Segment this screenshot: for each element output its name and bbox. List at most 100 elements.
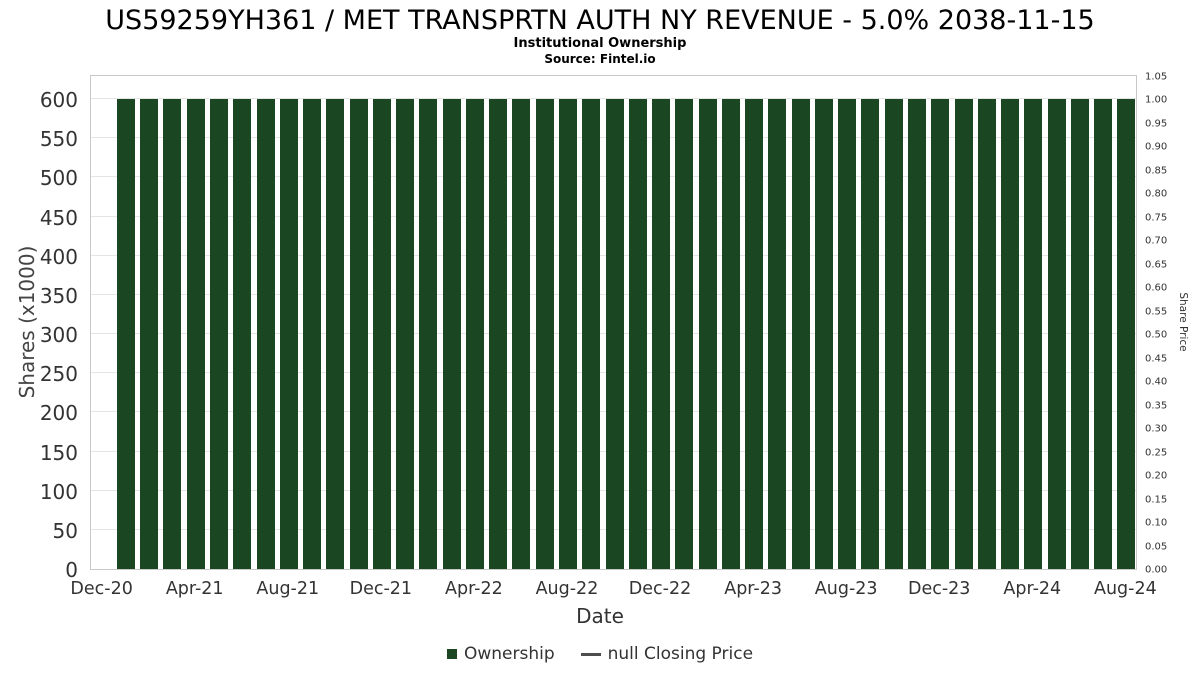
ownership-bar[interactable] — [745, 99, 764, 569]
y-axis-tick-right: 0.80 — [1145, 188, 1168, 200]
ownership-bar[interactable] — [326, 99, 345, 569]
ownership-bar[interactable] — [1094, 99, 1113, 569]
ownership-bar[interactable] — [465, 99, 484, 569]
x-axis-tick: Dec-22 — [628, 579, 692, 599]
ownership-bar[interactable] — [1047, 99, 1066, 569]
ownership-bar[interactable] — [372, 99, 391, 569]
y-axis-tick-right: 0.90 — [1145, 141, 1168, 153]
ownership-bar[interactable] — [931, 99, 950, 569]
y-axis-tick-left: 300 — [39, 323, 78, 347]
y-axis-tick-left: 100 — [39, 479, 78, 504]
legend-label-ownership: Ownership — [463, 644, 555, 664]
ownership-bar[interactable] — [209, 99, 228, 569]
ownership-bar[interactable] — [698, 99, 717, 569]
y-axis-tick-right: 0.40 — [1145, 376, 1168, 388]
x-axis-tick: Apr-22 — [445, 579, 503, 599]
chart-subtitle: Institutional Ownership — [513, 36, 687, 51]
ownership-bar[interactable] — [303, 99, 322, 569]
y-axis-tick-left: 250 — [39, 362, 78, 387]
ownership-bar[interactable] — [977, 99, 996, 569]
y-axis-tick-right: 0.25 — [1145, 447, 1168, 458]
ownership-bar[interactable] — [1070, 99, 1089, 569]
y-axis-tick-left: 0 — [65, 558, 78, 582]
gridline — [91, 98, 1136, 99]
closing-price-line-icon — [580, 652, 601, 656]
y-axis-tick-right: 0.95 — [1145, 118, 1168, 129]
y-axis-tick-right: 0.00 — [1145, 564, 1168, 576]
legend-item-ownership[interactable]: Ownership — [446, 644, 555, 664]
ownership-bar[interactable] — [1024, 99, 1043, 569]
plot-area — [90, 75, 1137, 570]
y-axis-tick-left: 150 — [39, 440, 78, 465]
ownership-bar[interactable] — [582, 99, 601, 569]
legend: Ownership null Closing Price — [0, 644, 1200, 664]
chart-source: Source: Fintel.io — [544, 52, 656, 66]
x-axis-tick: Aug-21 — [256, 579, 320, 599]
ownership-bar[interactable] — [489, 99, 508, 569]
ownership-bar[interactable] — [140, 99, 159, 569]
ownership-bar[interactable] — [884, 99, 903, 569]
y-axis-tick-right: 0.35 — [1145, 400, 1168, 411]
ownership-bar[interactable] — [814, 99, 833, 569]
y-axis-tick-right: 0.85 — [1145, 165, 1168, 176]
ownership-bar[interactable] — [838, 99, 857, 569]
ownership-bar[interactable] — [652, 99, 671, 569]
y-axis-tick-right: 0.05 — [1145, 541, 1168, 552]
y-axis-tick-left: 600 — [39, 88, 78, 112]
ownership-bar[interactable] — [861, 99, 880, 569]
x-axis-tick: Apr-21 — [165, 579, 224, 599]
legend-item-closing-price[interactable]: null Closing Price — [580, 644, 754, 664]
x-axis-tick: Dec-23 — [907, 579, 971, 599]
ownership-bar[interactable] — [1117, 99, 1136, 569]
x-axis-tick: Aug-24 — [1093, 579, 1157, 599]
y-axis-tick-right: 0.15 — [1145, 494, 1168, 505]
legend-label-closing-price: null Closing Price — [607, 644, 754, 664]
ownership-bar[interactable] — [628, 99, 647, 569]
x-axis-tick: Aug-22 — [535, 579, 599, 599]
ownership-bar[interactable] — [279, 99, 298, 569]
y-axis-tick-right: 0.75 — [1145, 212, 1168, 223]
y-axis-tick-left: 400 — [39, 244, 78, 269]
ownership-bar[interactable] — [349, 99, 368, 569]
y-axis-tick-left: 550 — [39, 127, 78, 152]
y-axis-tick-left: 500 — [39, 166, 78, 191]
x-axis-tick: Aug-23 — [814, 579, 878, 599]
ownership-bar[interactable] — [116, 99, 135, 569]
y-axis-tick-right: 0.60 — [1145, 282, 1168, 294]
y-axis-tick-left: 350 — [39, 283, 78, 308]
y-axis-tick-left: 200 — [39, 401, 78, 426]
ownership-bar[interactable] — [907, 99, 926, 569]
ownership-bar[interactable] — [233, 99, 252, 569]
ownership-bar[interactable] — [256, 99, 275, 569]
ownership-bar[interactable] — [675, 99, 694, 569]
y-axis-tick-right: 0.55 — [1145, 306, 1168, 317]
ownership-bar[interactable] — [605, 99, 624, 569]
y-axis-tick-right: 0.20 — [1145, 470, 1168, 482]
ownership-bar[interactable] — [768, 99, 787, 569]
y-axis-tick-right: 0.10 — [1145, 517, 1168, 529]
x-axis-tick: Dec-21 — [349, 579, 413, 599]
ownership-bar[interactable] — [1001, 99, 1020, 569]
ownership-bar[interactable] — [721, 99, 740, 569]
ownership-bar[interactable] — [535, 99, 554, 569]
ownership-swatch-icon — [446, 649, 457, 659]
ownership-bar[interactable] — [419, 99, 438, 569]
ownership-bar[interactable] — [442, 99, 461, 569]
ownership-bar[interactable] — [163, 99, 182, 569]
chart-title: US59259YH361 / MET TRANSPRTN AUTH NY REV… — [105, 5, 1095, 36]
ownership-bar[interactable] — [512, 99, 531, 569]
y-axis-tick-left: 450 — [39, 205, 78, 230]
y-axis-title-right: Share Price — [1177, 292, 1189, 352]
ownership-bar[interactable] — [186, 99, 205, 569]
ownership-bar[interactable] — [791, 99, 810, 569]
ownership-bar[interactable] — [954, 99, 973, 569]
ownership-bar[interactable] — [558, 99, 577, 569]
y-axis-tick-right: 0.50 — [1145, 329, 1168, 341]
y-axis-tick-left: 50 — [52, 518, 78, 543]
x-axis-tick: Dec-20 — [70, 579, 133, 599]
x-axis-title: Date — [576, 604, 624, 628]
ownership-bar[interactable] — [396, 99, 415, 569]
y-axis-tick-right: 0.65 — [1145, 259, 1168, 270]
y-axis-tick-right: 1.05 — [1145, 71, 1168, 82]
